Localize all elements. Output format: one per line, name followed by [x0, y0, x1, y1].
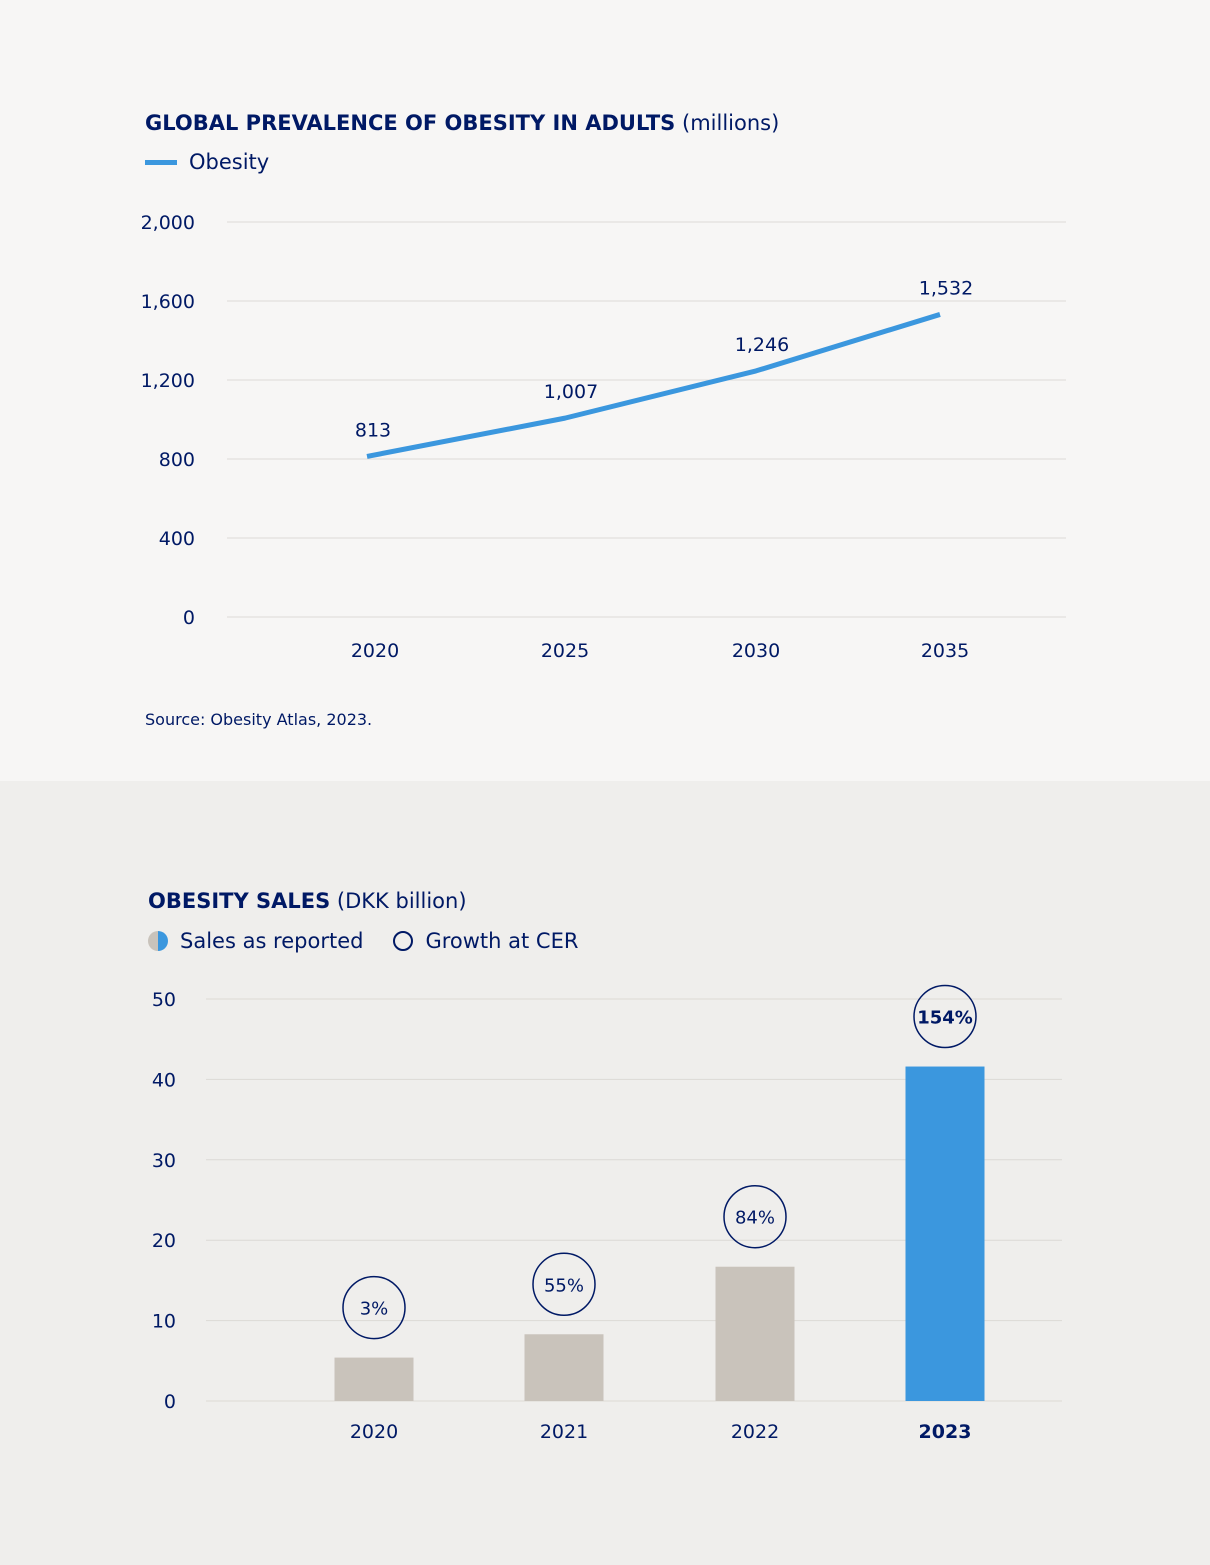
growth-label: 154% — [917, 1008, 973, 1029]
chart-legend: Obesity — [145, 150, 269, 174]
x-tick-label: 2035 — [921, 640, 969, 662]
line-chart: 0 400 800 1,200 1,600 2,000 2020 2025 2030 2035 81… — [141, 212, 1066, 662]
chart-title: GLOBAL PREVALENCE OF OBESITY IN ADULTS (… — [145, 111, 779, 135]
growth-ring-icon — [913, 984, 977, 1049]
bar-2022 — [715, 1266, 795, 1401]
y-tick-label: 400 — [159, 528, 195, 550]
chart-title-main: OBESITY SALES — [148, 889, 331, 913]
ring-legend-icon — [393, 931, 414, 951]
bar-2023 — [905, 1066, 985, 1401]
data-label: 1,532 — [919, 277, 973, 299]
y-tick-label: 2,000 — [141, 212, 195, 234]
growth-label: 3% — [360, 1299, 389, 1320]
y-tick-label: 0 — [183, 607, 195, 629]
data-label: 1,007 — [544, 381, 598, 403]
line-legend-icon — [145, 159, 177, 165]
bar-2020 — [334, 1357, 414, 1401]
y-tick-label: 10 — [152, 1311, 176, 1333]
chart-title-unit: (DKK billion) — [336, 889, 467, 913]
x-tick-label: 2020 — [351, 640, 399, 662]
y-tick-label: 1,200 — [141, 370, 195, 392]
data-label: 813 — [355, 419, 391, 441]
y-tick-label: 1,600 — [141, 291, 195, 313]
y-tick-label: 30 — [152, 1150, 176, 1172]
bar-chart: 0 10 20 30 40 50 2020 3% 2021 55% 2022 84% 2023 154% — [152, 984, 1062, 1443]
obesity-prevalence-panel: GLOBAL PREVALENCE OF OBESITY IN ADULTS (… — [0, 0, 1210, 781]
y-tick-label: 20 — [152, 1230, 176, 1252]
y-tick-label: 800 — [159, 449, 195, 471]
x-tick-label: 2021 — [540, 1421, 588, 1443]
x-tick-label: 2022 — [731, 1421, 779, 1443]
chart-title-main: GLOBAL PREVALENCE OF OBESITY IN ADULTS — [145, 111, 676, 135]
bar-2021 — [524, 1334, 604, 1401]
series-line-obesity — [366, 312, 941, 459]
growth-ring-icon — [532, 1252, 596, 1317]
x-tick-label: 2025 — [541, 640, 589, 662]
growth-ring-icon — [723, 1184, 787, 1249]
data-label: 1,246 — [735, 334, 789, 356]
legend-label-sales: Sales as reported — [180, 929, 364, 953]
x-tick-label: 2023 — [919, 1421, 972, 1443]
growth-ring-icon — [342, 1275, 406, 1340]
chart-legend: Sales as reported Growth at CER — [148, 929, 578, 953]
y-tick-label: 0 — [164, 1391, 176, 1413]
legend-label-growth: Growth at CER — [425, 929, 579, 953]
obesity-sales-panel: OBESITY SALES (DKK billion) Sales as rep… — [0, 781, 1210, 1565]
chart-title-unit: (millions) — [682, 111, 780, 135]
growth-label: 84% — [735, 1208, 775, 1229]
chart-source: Source: Obesity Atlas, 2023. — [145, 710, 373, 729]
chart-title: OBESITY SALES (DKK billion) — [148, 889, 467, 913]
x-tick-label: 2020 — [350, 1421, 398, 1443]
y-tick-label: 40 — [152, 1069, 176, 1091]
x-tick-label: 2030 — [732, 640, 780, 662]
half-circle-legend-icon — [148, 931, 168, 951]
growth-label: 55% — [544, 1275, 584, 1296]
legend-label-obesity: Obesity — [189, 150, 270, 174]
y-tick-label: 50 — [152, 989, 176, 1011]
